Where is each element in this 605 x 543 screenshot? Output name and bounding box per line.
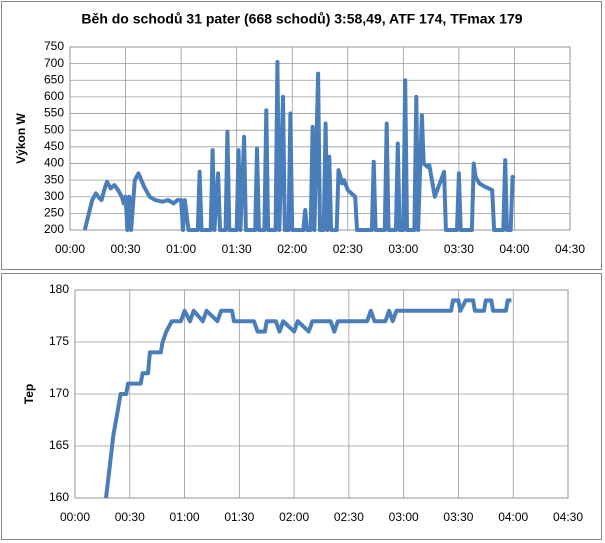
- x-tick-label: 02:00: [277, 242, 307, 256]
- x-tick-label: 01:00: [170, 510, 200, 524]
- x-tick-label: 00:00: [55, 242, 85, 256]
- y-tick-label: 600: [44, 89, 64, 103]
- y-tick-label: 170: [49, 386, 69, 400]
- y-tick-label: 250: [44, 206, 64, 220]
- y-tick-label: 180: [49, 282, 69, 296]
- x-tick-label: 04:00: [499, 242, 529, 256]
- x-tick-label: 00:30: [111, 242, 141, 256]
- x-tick-label: 04:00: [498, 510, 528, 524]
- x-tick-label: 00:00: [60, 510, 90, 524]
- y-tick-label: 500: [44, 122, 64, 136]
- x-tick-label: 03:00: [389, 510, 419, 524]
- x-tick-label: 02:00: [279, 510, 309, 524]
- y-tick-label: 165: [49, 438, 69, 452]
- y-tick-label: 200: [44, 222, 64, 236]
- x-tick-label: 00:30: [115, 510, 145, 524]
- y-axis-label: Tep: [22, 384, 36, 404]
- y-tick-label: 450: [44, 139, 64, 153]
- x-tick-label: 03:30: [444, 242, 474, 256]
- x-tick-label: 04:30: [555, 242, 585, 256]
- x-tick-label: 02:30: [334, 510, 364, 524]
- y-tick-label: 700: [44, 56, 64, 70]
- x-tick-label: 01:30: [222, 242, 252, 256]
- y-tick-label: 350: [44, 172, 64, 186]
- data-line: [104, 298, 512, 499]
- x-tick-label: 03:00: [388, 242, 418, 256]
- x-tick-label: 04:30: [553, 510, 583, 524]
- y-axis-label: Výkon W: [14, 112, 28, 163]
- x-tick-label: 01:00: [166, 242, 196, 256]
- data-line: [82, 60, 516, 232]
- x-tick-label: 03:30: [443, 510, 473, 524]
- y-tick-label: 650: [44, 72, 64, 86]
- chart-title: Běh do schodů 31 pater (668 schodů) 3:58…: [81, 11, 522, 27]
- y-tick-label: 550: [44, 106, 64, 120]
- y-tick-label: 175: [49, 334, 69, 348]
- x-tick-label: 02:30: [333, 242, 363, 256]
- y-tick-label: 160: [49, 490, 69, 504]
- y-tick-label: 300: [44, 189, 64, 203]
- y-tick-label: 400: [44, 156, 64, 170]
- x-tick-label: 01:30: [224, 510, 254, 524]
- y-tick-label: 750: [44, 39, 64, 53]
